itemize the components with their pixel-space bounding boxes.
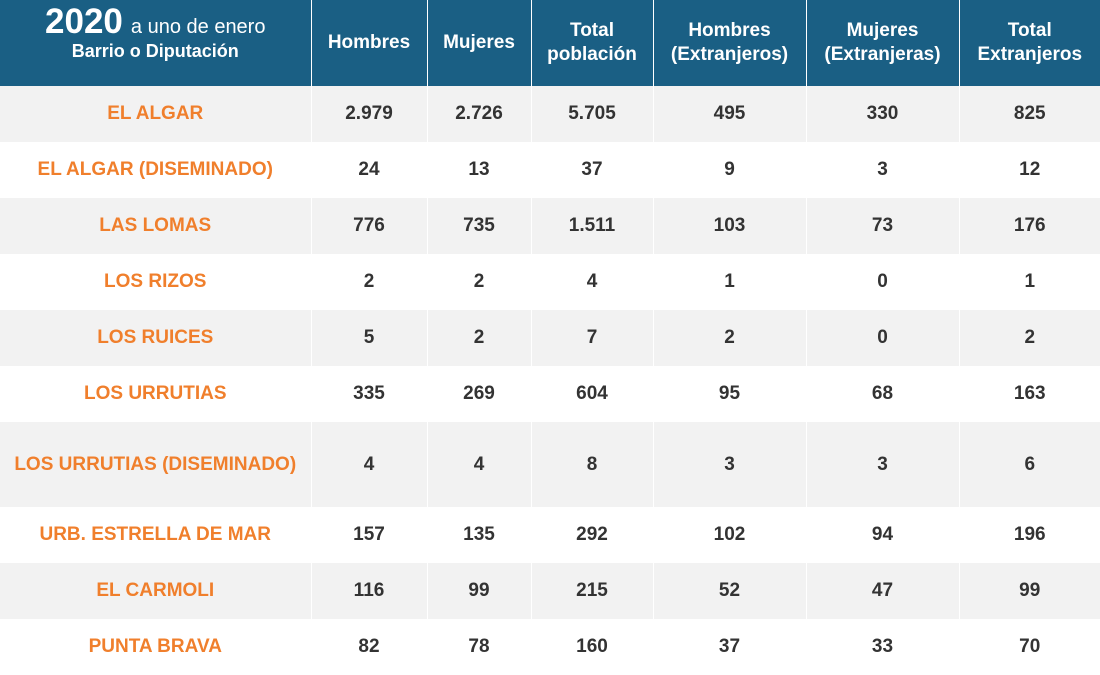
table-body: EL ALGAR 2.979 2.726 5.705 495 330 825 EL ALGAR… xyxy=(0,86,1100,675)
row-name: URB. ESTRELLA DE MAR xyxy=(0,507,311,563)
row-value-total-poblacion: 604 xyxy=(530,366,653,422)
column-header-total-poblacion: Total población xyxy=(530,0,653,86)
row-value-hombres: 24 xyxy=(310,142,427,198)
row-value-total-poblacion: 160 xyxy=(530,619,653,675)
row-value-hombres-extranjeros: 103 xyxy=(652,198,806,254)
row-value-mujeres: 4 xyxy=(426,422,531,507)
row-name: EL ALGAR xyxy=(0,86,311,142)
row-value-hombres-extranjeros: 495 xyxy=(652,86,806,142)
row-value-mujeres: 269 xyxy=(426,366,531,422)
row-value-mujeres: 78 xyxy=(426,619,531,675)
row-value-mujeres-extranjeras: 0 xyxy=(805,310,959,366)
row-value-mujeres-extranjeras: 94 xyxy=(805,507,959,563)
row-value-hombres: 776 xyxy=(310,198,427,254)
row-value-total-extranjeros: 6 xyxy=(958,422,1100,507)
row-name: LOS URRUTIAS (DISEMINADO) xyxy=(0,422,311,507)
row-value-total-poblacion: 7 xyxy=(530,310,653,366)
row-name: EL ALGAR (DISEMINADO) xyxy=(0,142,311,198)
row-value-hombres-extranjeros: 37 xyxy=(652,619,806,675)
table-row-punta-brava: PUNTA BRAVA 82 78 160 37 33 70 xyxy=(0,619,1100,675)
row-value-hombres-extranjeros: 102 xyxy=(652,507,806,563)
row-value-mujeres-extranjeras: 0 xyxy=(805,254,959,310)
table-row-urb-estrella-de-mar: URB. ESTRELLA DE MAR 157 135 292 102 94 196 xyxy=(0,507,1100,563)
table-row-el-algar-diseminado: EL ALGAR (DISEMINADO) 24 13 37 9 3 12 xyxy=(0,142,1100,198)
row-value-mujeres-extranjeras: 73 xyxy=(805,198,959,254)
row-value-mujeres-extranjeras: 3 xyxy=(805,142,959,198)
header-date-suffix: a uno de enero xyxy=(130,16,266,38)
row-value-total-extranjeros: 176 xyxy=(958,198,1100,254)
header-year: 2020 xyxy=(45,2,123,41)
row-name: EL CARMOLI xyxy=(0,563,311,619)
row-value-mujeres: 135 xyxy=(426,507,531,563)
row-value-total-poblacion: 4 xyxy=(530,254,653,310)
table-row-los-urrutias-diseminado: LOS URRUTIAS (DISEMINADO) 4 4 8 3 3 6 xyxy=(0,422,1100,507)
table-row-el-carmoli: EL CARMOLI 116 99 215 52 47 99 xyxy=(0,563,1100,619)
row-value-total-extranjeros: 2 xyxy=(958,310,1100,366)
row-value-total-extranjeros: 196 xyxy=(958,507,1100,563)
row-name: LOS RIZOS xyxy=(0,254,311,310)
table-row-los-ruices: LOS RUICES 5 2 7 2 0 2 xyxy=(0,310,1100,366)
row-value-total-extranjeros: 825 xyxy=(958,86,1100,142)
row-value-mujeres: 2 xyxy=(426,254,531,310)
row-value-hombres: 335 xyxy=(310,366,427,422)
row-value-total-poblacion: 1.511 xyxy=(530,198,653,254)
row-value-hombres: 5 xyxy=(310,310,427,366)
column-header-mujeres: Mujeres xyxy=(426,0,531,86)
row-value-mujeres-extranjeras: 33 xyxy=(805,619,959,675)
row-value-hombres: 2.979 xyxy=(310,86,427,142)
row-value-hombres-extranjeros: 1 xyxy=(652,254,806,310)
row-name: LOS URRUTIAS xyxy=(0,366,311,422)
row-value-hombres-extranjeros: 95 xyxy=(652,366,806,422)
row-value-total-extranjeros: 70 xyxy=(958,619,1100,675)
row-value-hombres-extranjeros: 52 xyxy=(652,563,806,619)
row-value-mujeres-extranjeras: 68 xyxy=(805,366,959,422)
row-value-hombres: 4 xyxy=(310,422,427,507)
header-title-line: 2020 a uno de enero xyxy=(0,2,311,42)
header-title-cell: 2020 a uno de enero Barrio o Diputación xyxy=(0,0,311,86)
column-header-hombres-extranjeros: Hombres (Extranjeros) xyxy=(652,0,806,86)
row-value-mujeres-extranjeras: 3 xyxy=(805,422,959,507)
row-value-total-poblacion: 215 xyxy=(530,563,653,619)
row-value-hombres-extranjeros: 3 xyxy=(652,422,806,507)
row-name: LOS RUICES xyxy=(0,310,311,366)
column-header-mujeres-extranjeras: Mujeres (Extranjeras) xyxy=(805,0,959,86)
row-name: PUNTA BRAVA xyxy=(0,619,311,675)
row-value-hombres-extranjeros: 9 xyxy=(652,142,806,198)
row-value-mujeres: 2 xyxy=(426,310,531,366)
row-value-total-poblacion: 37 xyxy=(530,142,653,198)
column-header-total-extranjeros: Total Extranjeros xyxy=(958,0,1100,86)
row-value-hombres: 82 xyxy=(310,619,427,675)
row-value-hombres-extranjeros: 2 xyxy=(652,310,806,366)
row-value-total-poblacion: 8 xyxy=(530,422,653,507)
row-value-mujeres: 735 xyxy=(426,198,531,254)
row-value-hombres: 157 xyxy=(310,507,427,563)
row-value-total-poblacion: 292 xyxy=(530,507,653,563)
row-value-mujeres-extranjeras: 47 xyxy=(805,563,959,619)
row-value-hombres: 116 xyxy=(310,563,427,619)
header-area-label: Barrio o Diputación xyxy=(71,41,239,61)
table-header: 2020 a uno de enero Barrio o Diputación H… xyxy=(0,0,1100,86)
table-row-los-rizos: LOS RIZOS 2 2 4 1 0 1 xyxy=(0,254,1100,310)
row-value-mujeres-extranjeras: 330 xyxy=(805,86,959,142)
column-header-hombres: Hombres xyxy=(310,0,427,86)
row-value-total-extranjeros: 1 xyxy=(958,254,1100,310)
header-row: 2020 a uno de enero Barrio o Diputación H… xyxy=(0,0,1100,86)
row-value-total-extranjeros: 99 xyxy=(958,563,1100,619)
row-value-total-poblacion: 5.705 xyxy=(530,86,653,142)
row-value-mujeres: 99 xyxy=(426,563,531,619)
row-value-hombres: 2 xyxy=(310,254,427,310)
row-value-mujeres: 13 xyxy=(426,142,531,198)
table-row-el-algar: EL ALGAR 2.979 2.726 5.705 495 330 825 xyxy=(0,86,1100,142)
row-value-total-extranjeros: 163 xyxy=(958,366,1100,422)
row-value-mujeres: 2.726 xyxy=(426,86,531,142)
table-row-las-lomas: LAS LOMAS 776 735 1.511 103 73 176 xyxy=(0,198,1100,254)
row-name: LAS LOMAS xyxy=(0,198,311,254)
table-row-los-urrutias: LOS URRUTIAS 335 269 604 95 68 163 xyxy=(0,366,1100,422)
row-value-total-extranjeros: 12 xyxy=(958,142,1100,198)
